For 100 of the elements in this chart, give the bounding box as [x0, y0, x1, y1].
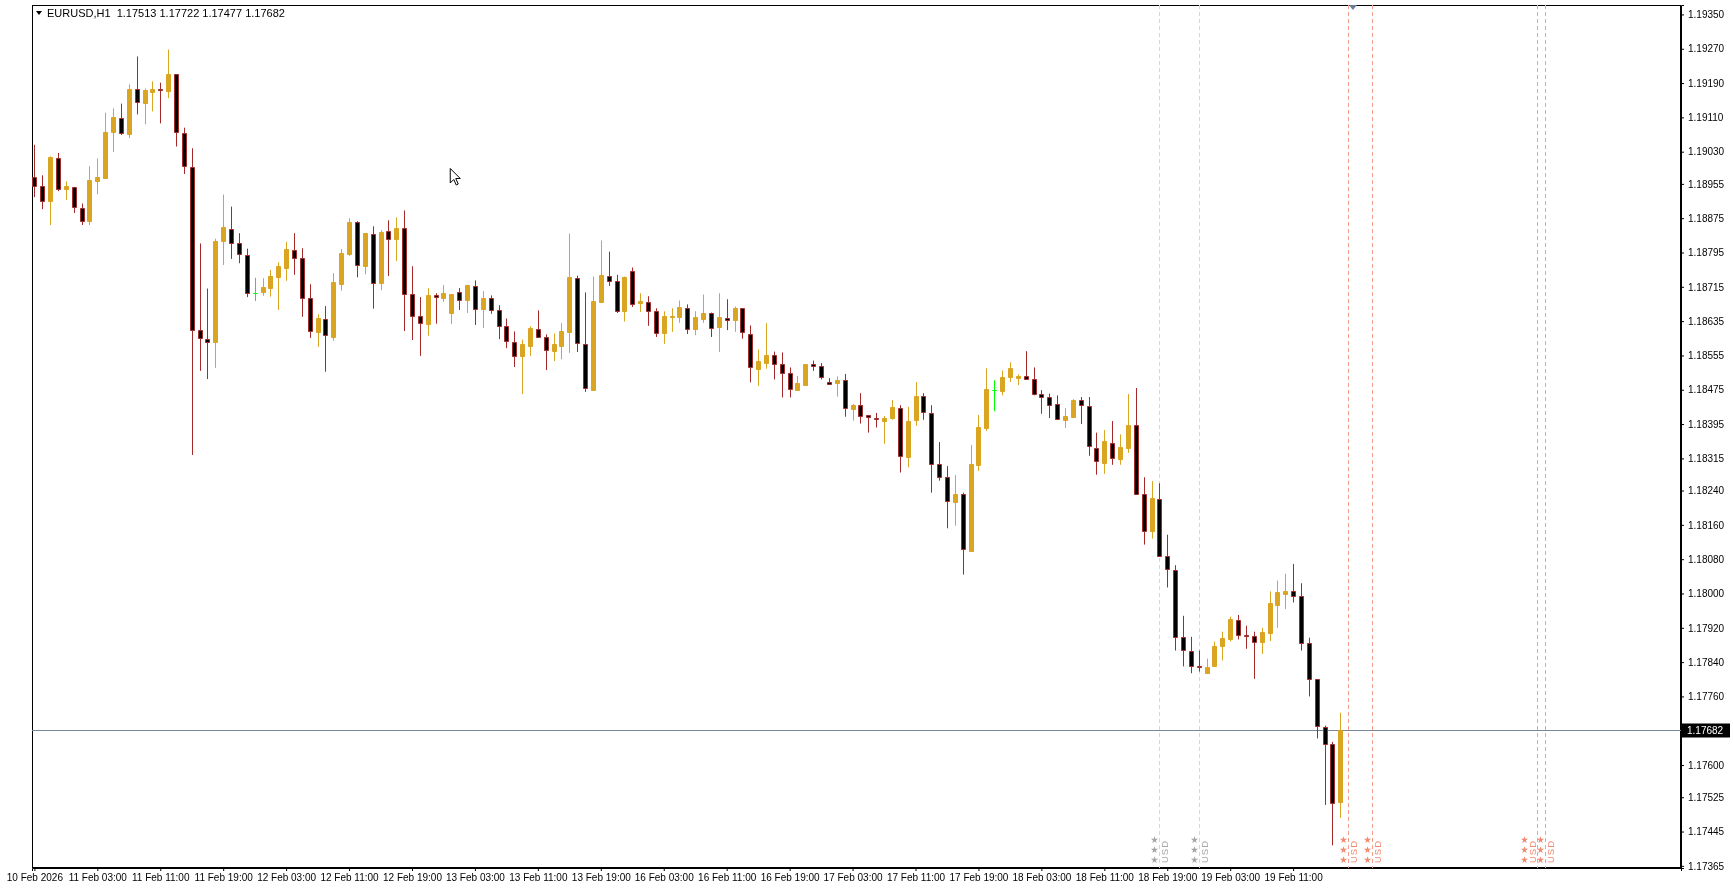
- candlestick: [111, 107, 116, 153]
- candlestick: [827, 377, 832, 385]
- candlestick: [740, 307, 745, 340]
- candlestick: [630, 267, 635, 308]
- x-tick-label: 17 Feb 11:00: [886, 872, 946, 884]
- candlestick: [756, 348, 761, 387]
- candlestick: [874, 412, 879, 428]
- candlestick: [544, 333, 549, 371]
- candlestick: [1134, 387, 1139, 495]
- candlestick: [646, 295, 651, 327]
- candlestick: [481, 290, 486, 329]
- candlestick: [1330, 741, 1335, 846]
- candlestick: [591, 276, 596, 391]
- candlestick: [536, 309, 541, 339]
- candlestick: [465, 284, 470, 314]
- y-tick-label: 1.18080: [1688, 553, 1725, 565]
- candlestick: [1228, 616, 1233, 643]
- y-tick-label: 1.19030: [1688, 146, 1725, 158]
- candlestick: [426, 287, 431, 337]
- y-tick-label: 1.19350: [1688, 9, 1725, 21]
- candlestick: [638, 292, 643, 313]
- candlestick: [670, 307, 675, 333]
- y-tick-label: 1.19190: [1688, 77, 1725, 89]
- candlestick: [1102, 429, 1107, 475]
- candlestick: [1252, 631, 1257, 680]
- candlestick: [1118, 433, 1123, 466]
- candlestick: [528, 325, 533, 357]
- y-tick-label: 1.17760: [1688, 691, 1725, 703]
- candlestick: [394, 216, 399, 262]
- chart-title: EURUSD,H1 1.17513 1.17722 1.17477 1.17682: [47, 7, 285, 19]
- candlestick: [1260, 627, 1265, 655]
- candlestick: [504, 318, 509, 349]
- candlestick: [316, 313, 321, 348]
- candlestick: [1047, 393, 1052, 419]
- candlestick: [914, 381, 919, 427]
- candlestick: [1323, 725, 1328, 806]
- annotation: USD: [1372, 839, 1383, 863]
- candlestick: [205, 288, 210, 380]
- candlestick: [693, 310, 698, 336]
- candlestick: [1008, 361, 1013, 383]
- annotation: USD: [1199, 839, 1210, 863]
- candlestick: [371, 225, 376, 310]
- candlestick: [292, 232, 297, 276]
- candlestick: [1165, 534, 1170, 588]
- x-tick-label: 11 Feb 19:00: [194, 872, 254, 884]
- candlestick: [764, 322, 769, 370]
- candlestick: [1150, 480, 1155, 540]
- candlestick: [1000, 369, 1005, 396]
- candlestick: [945, 465, 950, 529]
- candlestick: [906, 406, 911, 468]
- candlestick: [434, 292, 439, 325]
- candlestick: [221, 194, 226, 266]
- candlestick: [198, 242, 203, 372]
- candlestick: [552, 333, 557, 362]
- candlestick: [410, 265, 415, 341]
- candlestick: [819, 362, 824, 380]
- candlestick: [135, 55, 140, 115]
- candlestick: [308, 283, 313, 339]
- candlestick: [1275, 580, 1280, 629]
- candlestick: [190, 147, 195, 456]
- candlestick: [748, 324, 753, 383]
- y-tick-label: 1.18635: [1688, 315, 1725, 327]
- candlestick: [937, 441, 942, 482]
- candlestick: [953, 474, 958, 527]
- candlestick: [158, 82, 163, 124]
- candlestick: [1220, 631, 1225, 661]
- candlestick: [969, 444, 974, 552]
- x-tick-label: 17 Feb 03:00: [823, 872, 883, 884]
- y-tick-label: 1.18795: [1688, 247, 1725, 259]
- candlestick: [489, 294, 494, 315]
- candlestick: [929, 404, 934, 494]
- x-tick-label: 13 Feb 11:00: [509, 872, 568, 884]
- candlestick: [182, 127, 187, 175]
- y-tick-label: 1.18240: [1688, 485, 1725, 497]
- candlestick: [961, 492, 966, 576]
- candlestick: [1110, 420, 1115, 466]
- candlestick: [780, 351, 785, 398]
- candlestick: [1299, 582, 1304, 652]
- candlestick: [1205, 658, 1210, 674]
- candlestick: [701, 294, 706, 324]
- y-tick-label: 1.17445: [1688, 826, 1725, 838]
- candlestick: [276, 261, 281, 311]
- candlestick: [284, 241, 289, 282]
- candlestick: [733, 306, 738, 333]
- candlestick: [512, 330, 517, 368]
- candlestick: [851, 403, 856, 422]
- candlestick: [56, 152, 61, 192]
- candlestick: [363, 232, 368, 275]
- candlestick: [237, 232, 242, 264]
- candlestick: [976, 414, 981, 472]
- y-tick-label: 1.18395: [1688, 418, 1725, 430]
- annotation: USD: [1159, 839, 1170, 863]
- annotation: USD: [1348, 839, 1359, 863]
- candlestick: [418, 296, 423, 357]
- candlestick: [1024, 350, 1029, 380]
- candlestick: [575, 275, 580, 353]
- candlestick: [1268, 590, 1273, 642]
- candlestick: [1094, 432, 1099, 476]
- candlestick: [449, 293, 454, 325]
- y-tick-label: 1.18715: [1688, 281, 1725, 293]
